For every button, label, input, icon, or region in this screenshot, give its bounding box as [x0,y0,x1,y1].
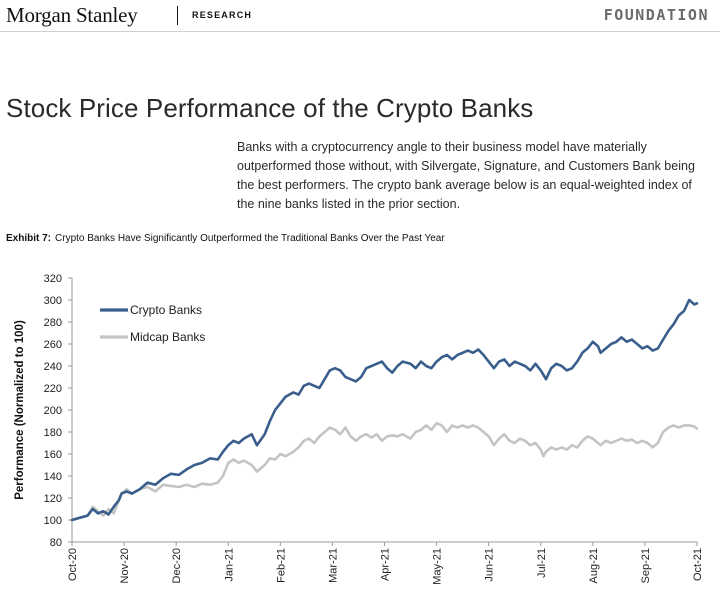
exhibit-title: Crypto Banks Have Significantly Outperfo… [55,233,445,244]
y-axis-title: Performance (Normalized to 100) [14,320,26,500]
x-tick-label: Jan-21 [223,548,235,582]
y-tick-label: 180 [44,427,62,439]
legend-label: Crypto Banks [130,303,202,317]
x-tick-label: Oct-21 [692,548,704,581]
x-tick-label: Feb-21 [275,548,287,583]
x-tick-label: Mar-21 [327,548,339,583]
y-tick-label: 260 [44,339,62,351]
series-label: FOUNDATION [603,6,709,24]
report-header: Morgan Stanley RESEARCH FOUNDATION [0,0,720,34]
series-line-crypto-banks [70,298,699,522]
brand-logo: Morgan Stanley [6,3,138,27]
x-tick-label: Oct-20 [67,548,79,581]
x-tick-label: Apr-21 [380,548,392,581]
y-tick-label: 320 [44,273,62,285]
y-tick-label: 300 [44,295,62,307]
y-tick-label: 240 [44,361,62,373]
header-rule [0,31,720,32]
series-line-midcap-banks [70,421,699,522]
y-tick-label: 200 [44,405,62,417]
x-tick-label: Nov-20 [119,548,131,583]
legend-label: Midcap Banks [130,330,205,344]
y-tick-label: 120 [44,493,62,505]
exhibit-caption: Exhibit 7: Crypto Banks Have Significantl… [6,233,445,244]
y-tick-label: 80 [50,537,62,549]
x-tick-label: Sep-21 [640,548,652,583]
line-chart: 80 100 120 140 160 180 200 220 240 260 280 300 320 Oc… [14,273,704,585]
x-tick-label: Jul-21 [536,548,548,578]
page-title: Stock Price Performance of the Crypto Ba… [6,93,534,124]
y-tick-label: 160 [44,449,62,461]
x-tick-label: Jun-21 [484,548,496,582]
y-tick-label: 100 [44,515,62,527]
x-tick-label: May-21 [432,548,444,585]
y-tick-label: 280 [44,317,62,329]
x-tick-label: Dec-20 [171,548,183,583]
exhibit-label: Exhibit 7: [6,233,52,244]
section-label: RESEARCH [192,10,253,20]
intro-paragraph: Banks with a cryptocurrency angle to the… [237,139,695,211]
x-tick-label: Aug-21 [588,548,600,583]
header-divider [177,6,178,25]
y-tick-label: 140 [44,471,62,483]
y-tick-label: 220 [44,383,62,395]
